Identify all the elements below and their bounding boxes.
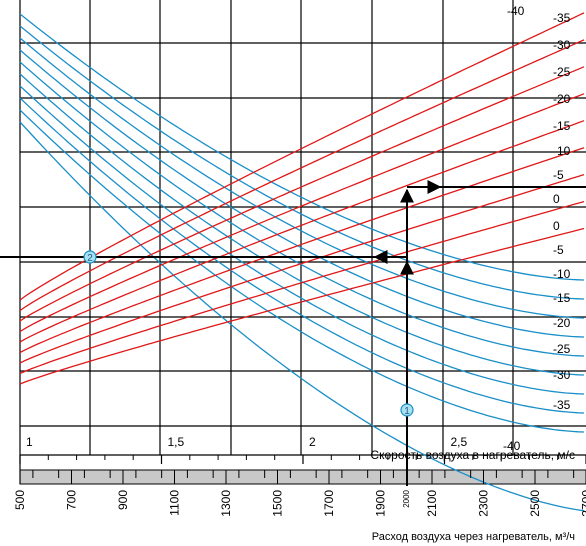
- velocity-tick-label: 2: [309, 435, 316, 449]
- markers: 12: [83, 250, 414, 417]
- right-label-lower: -20: [553, 316, 571, 330]
- flow-tick-label: 1900: [374, 490, 388, 517]
- red-curve: [19, 93, 585, 333]
- right-label-lower: -5: [553, 243, 564, 257]
- red-curve: [19, 39, 585, 312]
- right-label-lower: -30: [553, 368, 571, 382]
- red-curve-family: [19, 12, 585, 385]
- right-label-upper: -30: [553, 38, 571, 52]
- flow-tick-label: 2100: [425, 490, 439, 517]
- red-curve: [19, 147, 585, 354]
- right-label-upper: 0: [553, 192, 560, 206]
- red-curve: [19, 12, 585, 301]
- flow-tick-label: 500: [13, 490, 27, 510]
- red-curve: [19, 173, 585, 364]
- marker-label: 2: [87, 253, 93, 264]
- flow-tick-label: 1100: [168, 490, 182, 516]
- right-label-upper: -20: [553, 92, 571, 106]
- top-curve-label: -40: [507, 4, 525, 18]
- right-temperature-labels: -35 -30 -25 -20 -15 -10 -5 0 0 -5 -10 -15 -20 -25 -30 -…: [553, 11, 571, 412]
- blue-curve: [19, 25, 585, 300]
- flow-tick-label: 900: [116, 490, 130, 510]
- velocity-tick-label: 1,5: [168, 435, 185, 449]
- flow-axis-label: Расход воздуха через нагреватель, м³/ч: [372, 531, 575, 543]
- right-label-lower: -25: [553, 342, 571, 356]
- marker-label: 1: [404, 406, 410, 417]
- blue-curve: [19, 97, 585, 414]
- blue-curve: [19, 13, 585, 281]
- red-curve: [19, 227, 585, 385]
- blue-curve: [19, 85, 585, 395]
- blue-curve: [19, 73, 585, 376]
- right-label-upper: -5: [553, 168, 564, 182]
- flow-tick-label: 2700: [580, 490, 586, 517]
- right-label-lower: -35: [553, 398, 571, 412]
- right-label-lower: 0: [553, 219, 560, 233]
- velocity-tick-label: 1: [26, 435, 33, 449]
- flow-tick-label: 1300: [219, 490, 233, 517]
- guide-lines: [0, 180, 586, 486]
- flow-tick-label: 2500: [528, 490, 542, 517]
- blue-curve: [19, 49, 585, 338]
- bottom-flow-axis: 500 700 900 1100 1300 1500 1700 1900 2100 2300 250…: [13, 470, 586, 517]
- blue-curve: [19, 37, 585, 319]
- blue-curve: [19, 109, 585, 433]
- marker-circle: [83, 250, 97, 264]
- grid: [19, 0, 586, 485]
- top-velocity-axis: 11,522,533,544,55: [19, 435, 586, 464]
- velocity-axis-label: Скорость воздуха в нагреватель, м/с: [370, 448, 575, 462]
- right-label-upper: -10: [553, 144, 571, 158]
- blue-curve-family: [19, 13, 585, 512]
- blue-curve: [19, 121, 585, 512]
- red-curve: [19, 200, 585, 375]
- flow-scale-band: [19, 469, 586, 485]
- right-label-upper: -15: [553, 119, 571, 133]
- right-label-upper: -35: [553, 11, 571, 25]
- red-curve: [19, 66, 585, 322]
- bottom-curve-label: -40: [503, 439, 521, 453]
- flow-tick-label: 700: [65, 490, 79, 510]
- flow-tick-label: 2300: [477, 490, 491, 517]
- flow-special-tick-label: 2000: [402, 489, 411, 507]
- right-label-upper: -25: [553, 65, 571, 79]
- right-label-lower: -10: [553, 267, 571, 281]
- blue-curve: [19, 61, 585, 357]
- flow-tick-label: 1700: [322, 490, 336, 517]
- velocity-tick-label: 2,5: [451, 435, 468, 449]
- marker-circle: [400, 403, 414, 417]
- red-curve: [19, 120, 585, 343]
- flow-tick-label: 1500: [271, 490, 285, 517]
- right-label-lower: -15: [553, 291, 571, 305]
